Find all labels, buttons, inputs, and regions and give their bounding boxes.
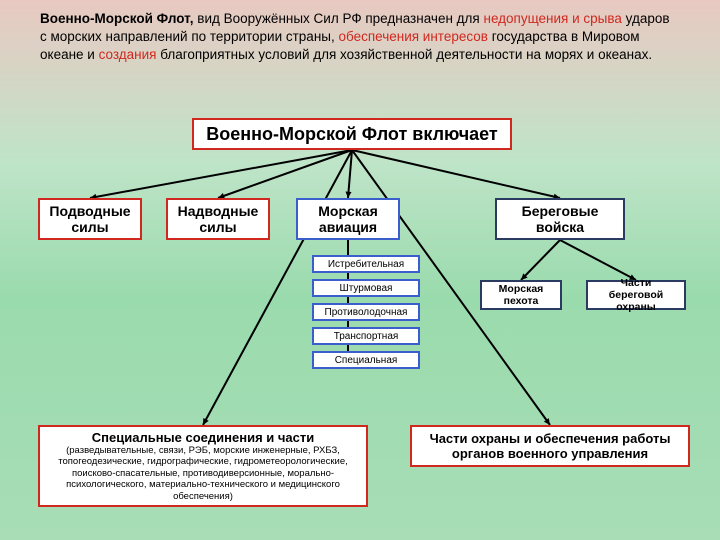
bottom-special: Специальные соединения и части(разведыва… <box>38 425 368 507</box>
avia-sub: Истребительная <box>312 255 420 273</box>
coast-sub: Части береговойохраны <box>586 280 686 310</box>
root-box: Военно-Морской Флот включает <box>192 118 512 150</box>
branch-label: Морскаяавиация <box>318 203 378 235</box>
intro-paragraph: Военно-Морской Флот, вид Вооружённых Сил… <box>40 10 680 65</box>
bottom-desc: (разведывательные, связи, РЭБ, морские и… <box>48 445 358 502</box>
avia-sub: Транспортная <box>312 327 420 345</box>
branch-surf: Надводныесилы <box>166 198 270 240</box>
avia-sub-label: Специальная <box>335 355 398 366</box>
branch-label: Береговыевойска <box>522 203 599 235</box>
bottom-title: Части охраны и обеспечения работы органо… <box>420 431 680 461</box>
branch-sub: Подводныесилы <box>38 198 142 240</box>
avia-sub: Штурмовая <box>312 279 420 297</box>
avia-sub-label: Противолодочная <box>325 307 408 318</box>
coast-sub-label: Морскаяпехота <box>499 283 544 307</box>
coast-sub-label: Части береговойохраны <box>594 277 678 313</box>
bottom-title: Специальные соединения и части <box>92 430 314 445</box>
coast-sub: Морскаяпехота <box>480 280 562 310</box>
avia-sub: Специальная <box>312 351 420 369</box>
branch-label: Надводныесилы <box>178 203 259 235</box>
branch-label: Подводныесилы <box>49 203 130 235</box>
avia-sub: Противолодочная <box>312 303 420 321</box>
bottom-guard: Части охраны и обеспечения работы органо… <box>410 425 690 467</box>
branch-avia: Морскаяавиация <box>296 198 400 240</box>
avia-sub-label: Транспортная <box>334 331 399 342</box>
avia-sub-label: Истребительная <box>328 259 404 270</box>
branch-coast: Береговыевойска <box>495 198 625 240</box>
avia-sub-label: Штурмовая <box>340 283 393 294</box>
root-label: Военно-Морской Флот включает <box>206 124 498 145</box>
